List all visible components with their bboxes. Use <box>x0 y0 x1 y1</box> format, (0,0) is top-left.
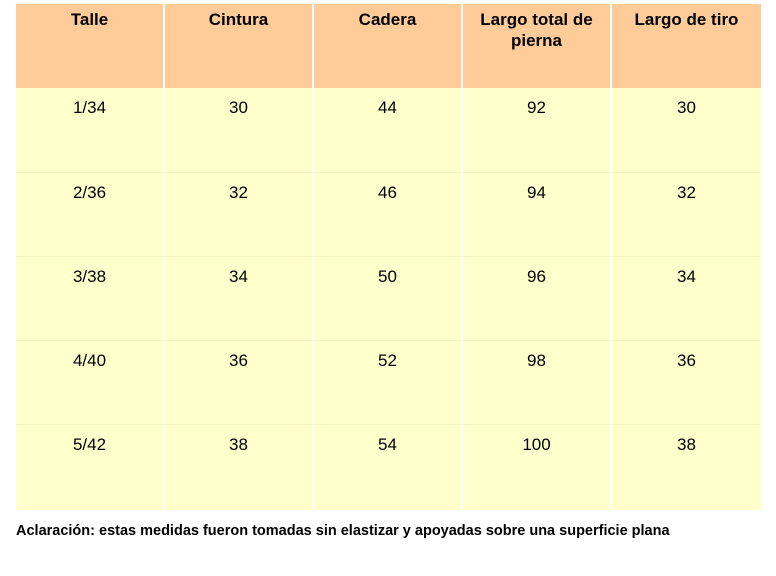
table-cell: 54 <box>314 424 463 510</box>
table-cell: 30 <box>612 88 761 172</box>
table-cell: 30 <box>165 88 314 172</box>
clarification-note: Aclaración: estas medidas fueron tomadas… <box>16 523 670 539</box>
table-row: 1/34 30 44 92 30 <box>16 88 761 172</box>
table-cell: 36 <box>612 340 761 424</box>
header-cadera: Cadera <box>314 4 463 88</box>
table-cell: 98 <box>463 340 612 424</box>
table-row: 4/40 36 52 98 36 <box>16 340 761 424</box>
table-cell: 34 <box>165 256 314 340</box>
table-cell: 100 <box>463 424 612 510</box>
header-largo-total-pierna: Largo total de pierna <box>463 4 612 88</box>
table-cell: 4/40 <box>16 340 165 424</box>
header-cintura: Cintura <box>165 4 314 88</box>
table-cell: 5/42 <box>16 424 165 510</box>
table-cell: 52 <box>314 340 463 424</box>
table-cell: 32 <box>612 172 761 256</box>
table-cell: 2/36 <box>16 172 165 256</box>
table-cell: 36 <box>165 340 314 424</box>
table-cell: 46 <box>314 172 463 256</box>
table-row: 3/38 34 50 96 34 <box>16 256 761 340</box>
header-largo-de-tiro: Largo de tiro <box>612 4 761 88</box>
table-cell: 3/38 <box>16 256 165 340</box>
table-row: 5/42 38 54 100 38 <box>16 424 761 510</box>
table-cell: 94 <box>463 172 612 256</box>
table-cell: 1/34 <box>16 88 165 172</box>
table-cell: 50 <box>314 256 463 340</box>
table-row: 2/36 32 46 94 32 <box>16 172 761 256</box>
table-cell: 96 <box>463 256 612 340</box>
header-row: Talle Cintura Cadera Largo total de pier… <box>16 4 761 88</box>
table-cell: 34 <box>612 256 761 340</box>
table-cell: 38 <box>165 424 314 510</box>
size-table: Talle Cintura Cadera Largo total de pier… <box>16 4 761 510</box>
table-cell: 38 <box>612 424 761 510</box>
table-cell: 44 <box>314 88 463 172</box>
table-cell: 32 <box>165 172 314 256</box>
table-cell: 92 <box>463 88 612 172</box>
header-talle: Talle <box>16 4 165 88</box>
